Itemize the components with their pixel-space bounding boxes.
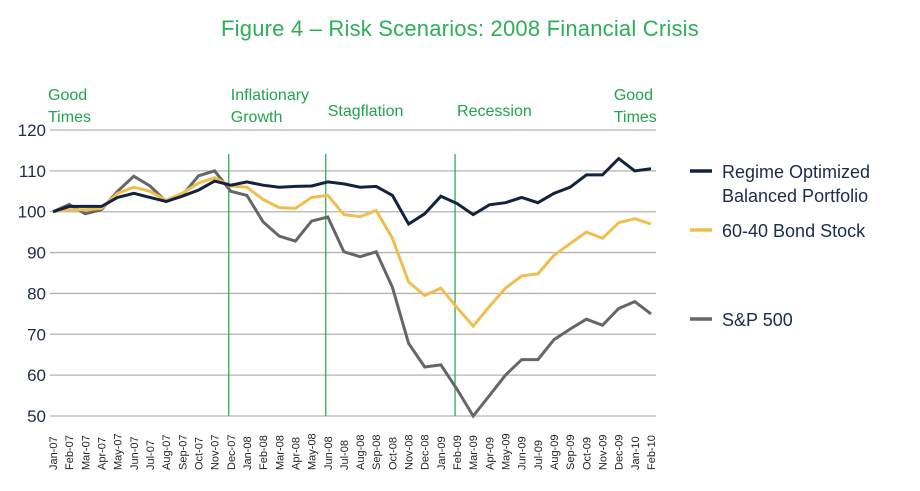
x-tick-label: Mar-07 xyxy=(80,435,92,470)
y-tick-label: 50 xyxy=(27,407,46,426)
x-tick-label: Jun-08 xyxy=(323,436,335,470)
phase-annotation: Times xyxy=(614,109,657,126)
y-tick-label: 60 xyxy=(27,366,46,385)
series-line-regime-optimized-balanced-portfolio xyxy=(52,156,652,227)
x-tick-label: Aug-09 xyxy=(549,435,561,470)
x-tick-label: Mar-08 xyxy=(274,435,286,470)
x-tick-label: Apr-09 xyxy=(484,437,496,470)
phase-annotation: Good xyxy=(614,87,653,104)
gridlines xyxy=(50,129,656,417)
x-tick-label: Jan-08 xyxy=(242,436,254,470)
phase-annotation: Growth xyxy=(231,109,283,126)
x-tick-label: Nov-09 xyxy=(598,435,610,470)
phase-annotation: Recession xyxy=(457,103,532,120)
x-tick-label: May-09 xyxy=(501,433,513,470)
x-tick-label: Feb-07 xyxy=(64,435,76,470)
x-tick-label: Jan-07 xyxy=(48,436,60,470)
x-tick-label: Feb-09 xyxy=(452,435,464,470)
x-tick-label: Jul-07 xyxy=(145,440,157,470)
x-tick-label: Sep-07 xyxy=(177,435,189,470)
x-tick-label: Apr-07 xyxy=(96,437,108,470)
chart-title: Figure 4 – Risk Scenarios: 2008 Financia… xyxy=(221,16,699,41)
x-tick-label: Jun-07 xyxy=(129,436,141,470)
x-tick-label: Jul-08 xyxy=(339,440,351,470)
series-line-s-p-500 xyxy=(52,169,652,419)
legend: Regime Optimized Balanced Portfolio 60-40 … xyxy=(690,162,870,330)
y-tick-label: 120 xyxy=(18,121,46,140)
phase-dividers xyxy=(228,154,456,416)
x-tick-label: Oct-09 xyxy=(581,437,593,470)
y-tick-label: 80 xyxy=(27,284,46,303)
x-tick-label: Aug-08 xyxy=(355,435,367,470)
x-tick-label: Feb-08 xyxy=(258,435,270,470)
x-tick-label: Feb-10 xyxy=(646,435,658,470)
x-tick-label: Sep-09 xyxy=(565,435,577,470)
phase-annotation: Good xyxy=(48,87,87,104)
x-tick-label: Jan-09 xyxy=(436,436,448,470)
x-tick-label: Oct-07 xyxy=(193,437,205,470)
y-tick-label: 70 xyxy=(27,325,46,344)
y-tick-label: 100 xyxy=(18,203,46,222)
x-tick-label: Nov-08 xyxy=(404,435,416,470)
x-tick-label: Aug-07 xyxy=(161,435,173,470)
y-tick-label: 110 xyxy=(19,162,46,181)
x-tick-label: Dec-07 xyxy=(226,435,238,470)
phase-annotation: Inflationary xyxy=(231,87,309,104)
x-tick-label: May-08 xyxy=(307,433,319,470)
x-tick-label: Mar-09 xyxy=(468,435,480,470)
legend-label: S&P 500 xyxy=(722,310,793,330)
x-tick-label: May-07 xyxy=(113,433,125,470)
x-tick-label: Jan-10 xyxy=(630,436,642,470)
x-tick-label: Jun-09 xyxy=(517,436,529,470)
x-tick-label: Dec-09 xyxy=(614,435,626,470)
x-tick-label: Nov-07 xyxy=(210,435,222,470)
phase-annotations: Good Times Inflationary Growth Stagflation Re… xyxy=(48,87,657,126)
x-tick-label: Sep-08 xyxy=(371,435,383,470)
series-lines xyxy=(52,156,652,419)
x-tick-label: Oct-08 xyxy=(387,437,399,470)
y-tick-label: 90 xyxy=(27,244,46,263)
x-tick-label: Dec-08 xyxy=(420,435,432,470)
x-tick-label: Jul-09 xyxy=(533,440,545,470)
x-axis-ticks: Jan-07 Feb-07 Mar-07 Apr-07 May-07 Jun-07 Jul-… xyxy=(48,433,658,470)
legend-label: Balanced Portfolio xyxy=(722,186,868,206)
phase-annotation: Stagflation xyxy=(328,103,404,120)
y-axis-ticks: 50 60 70 80 90 100 110 120 xyxy=(18,121,46,426)
series-line-60-40-bond-stock xyxy=(52,176,652,329)
legend-label: 60-40 Bond Stock xyxy=(722,221,866,241)
phase-annotation: Times xyxy=(48,109,91,126)
legend-label: Regime Optimized xyxy=(722,162,870,182)
x-tick-label: Apr-08 xyxy=(290,437,302,470)
